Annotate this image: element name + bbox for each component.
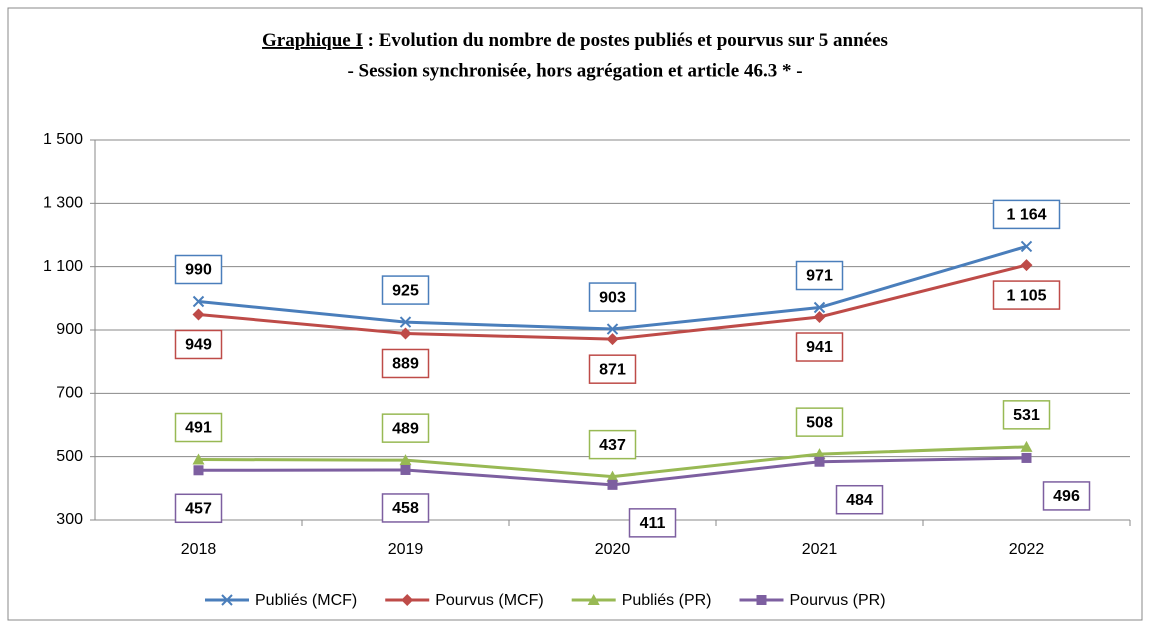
data-label-box bbox=[588, 354, 637, 384]
data-label: 889 bbox=[392, 356, 419, 373]
marker bbox=[813, 301, 826, 314]
marker bbox=[1020, 440, 1033, 452]
marker bbox=[221, 594, 233, 606]
data-label-box bbox=[795, 260, 844, 291]
data-label-box bbox=[381, 275, 430, 305]
marker bbox=[587, 594, 600, 605]
y-tick-label: 1 300 bbox=[43, 195, 83, 212]
marker bbox=[399, 316, 412, 328]
marker bbox=[814, 456, 825, 467]
data-label-box bbox=[588, 282, 637, 312]
data-label-box bbox=[381, 413, 430, 443]
y-tick-label: 1 500 bbox=[43, 131, 83, 148]
data-label: 971 bbox=[806, 268, 833, 285]
data-label: 437 bbox=[599, 437, 626, 454]
y-tick-label: 700 bbox=[56, 385, 83, 402]
chart-subtitle: - Session synchronisée, hors agrégation … bbox=[347, 60, 802, 81]
data-label: 925 bbox=[392, 282, 419, 299]
data-label-box bbox=[174, 329, 223, 360]
data-label: 489 bbox=[392, 420, 419, 437]
data-label: 484 bbox=[846, 492, 873, 509]
data-label-box bbox=[795, 407, 844, 437]
data-label-box bbox=[628, 508, 677, 538]
marker bbox=[192, 308, 205, 321]
marker bbox=[399, 327, 412, 340]
chart-border bbox=[7, 7, 1143, 621]
legend-label: Publiés (MCF) bbox=[255, 592, 357, 609]
marker bbox=[606, 470, 619, 482]
data-label: 1 105 bbox=[1006, 287, 1046, 304]
data-label-box bbox=[588, 429, 637, 460]
data-label-box bbox=[174, 412, 223, 443]
x-tick-label: 2020 bbox=[595, 541, 631, 558]
marker bbox=[1020, 259, 1033, 272]
data-label: 903 bbox=[599, 289, 626, 306]
data-label-box bbox=[174, 493, 223, 524]
title-text: : Evolution du nombre de postes publiés … bbox=[363, 30, 888, 51]
data-label-box bbox=[795, 332, 844, 362]
data-label: 531 bbox=[1013, 407, 1040, 424]
chart-title: Graphique I : Evolution du nombre de pos… bbox=[262, 30, 888, 51]
legend-label: Pourvus (PR) bbox=[790, 592, 886, 609]
marker bbox=[401, 594, 414, 606]
marker bbox=[756, 595, 767, 605]
data-label-box bbox=[1042, 481, 1091, 511]
marker bbox=[400, 464, 411, 475]
data-label-box bbox=[381, 493, 430, 523]
data-label-box bbox=[992, 280, 1061, 310]
data-label: 871 bbox=[599, 361, 626, 378]
x-tick-label: 2022 bbox=[1009, 541, 1045, 558]
data-label-box bbox=[174, 254, 223, 285]
x-tick-label: 2021 bbox=[802, 541, 838, 558]
data-label-box bbox=[835, 484, 884, 515]
data-label: 949 bbox=[185, 337, 212, 354]
marker bbox=[399, 454, 412, 466]
data-label: 990 bbox=[185, 262, 212, 279]
marker bbox=[192, 453, 205, 465]
marker bbox=[193, 465, 204, 476]
marker bbox=[607, 479, 618, 490]
data-label: 508 bbox=[806, 414, 833, 431]
data-label-box bbox=[1002, 400, 1051, 430]
y-tick-label: 900 bbox=[56, 321, 83, 338]
data-label-box bbox=[381, 348, 430, 379]
data-label: 1 164 bbox=[1006, 207, 1046, 224]
y-tick-label: 500 bbox=[56, 448, 83, 465]
data-label: 496 bbox=[1053, 488, 1080, 505]
x-tick-label: 2018 bbox=[181, 541, 217, 558]
title-label: Graphique I bbox=[262, 30, 363, 51]
data-label: 457 bbox=[185, 501, 212, 518]
marker bbox=[606, 333, 619, 346]
legend-label: Pourvus (MCF) bbox=[435, 592, 543, 609]
marker bbox=[1020, 240, 1033, 253]
marker bbox=[606, 323, 619, 335]
data-label: 458 bbox=[392, 500, 419, 517]
data-label: 411 bbox=[640, 515, 666, 532]
legend-label: Publiés (PR) bbox=[622, 592, 712, 609]
marker bbox=[1021, 452, 1032, 463]
marker bbox=[813, 448, 826, 460]
data-label: 941 bbox=[806, 339, 833, 356]
y-tick-label: 300 bbox=[56, 511, 83, 528]
x-tick-label: 2019 bbox=[388, 541, 424, 558]
data-label-box bbox=[992, 199, 1061, 230]
marker bbox=[813, 311, 826, 324]
marker bbox=[192, 295, 205, 308]
y-tick-label: 1 100 bbox=[43, 258, 83, 275]
data-label: 491 bbox=[185, 420, 212, 437]
